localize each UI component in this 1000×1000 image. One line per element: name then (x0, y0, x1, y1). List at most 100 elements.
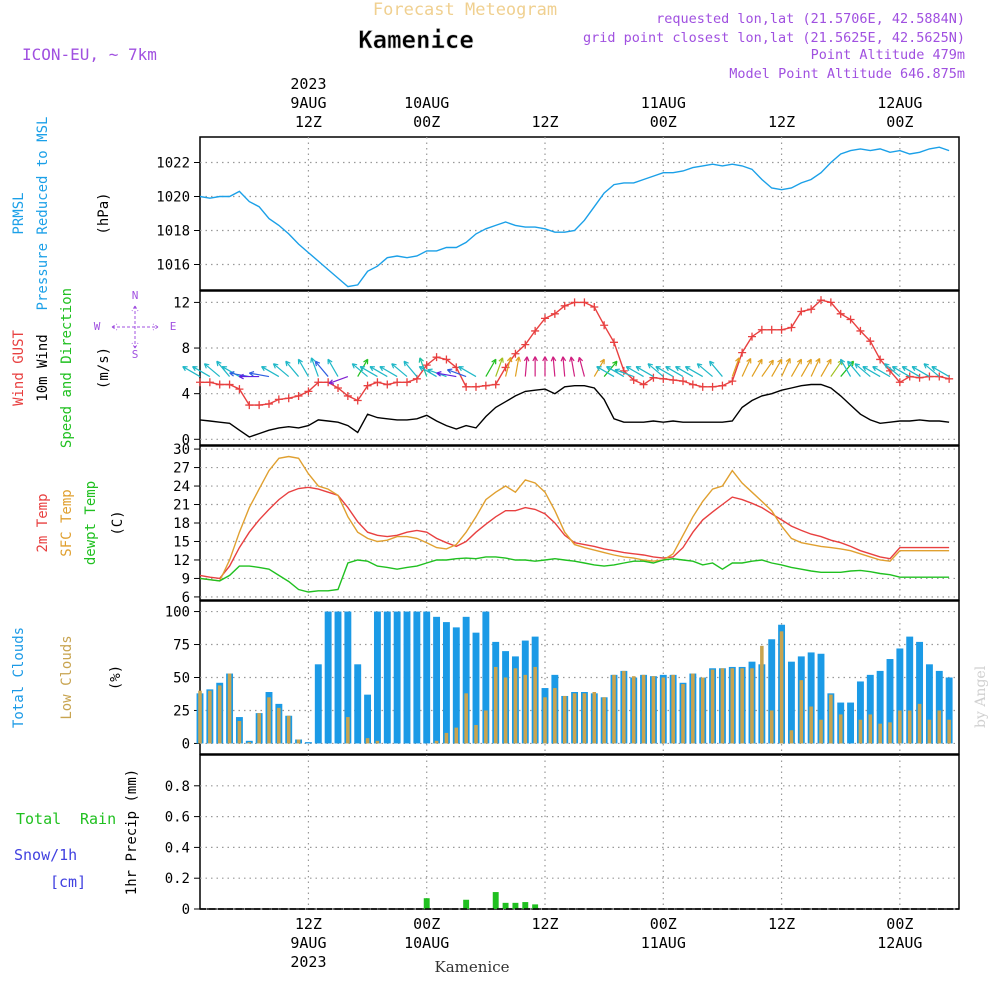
temperature-axis-label: SFC Temp (59, 489, 75, 556)
wind-axis-label: Speed and Direction (59, 288, 75, 448)
wind-direction-arrow (771, 358, 783, 377)
precip-panel: 0 0.2 0.4 0.6 0.8 1hr Precip (mm) Total RainSno… (14, 754, 960, 918)
wind-axis-label: Wind GUST (11, 330, 27, 406)
low-cloud-bar (661, 677, 666, 744)
low-cloud-bar (799, 680, 804, 744)
low-cloud-bar (247, 742, 252, 744)
wind-direction-arrow (328, 375, 349, 385)
gust-marker (688, 380, 697, 389)
footer-location: Kamenice (435, 958, 510, 976)
wind-direction-arrow (272, 363, 290, 378)
total-cloud-bar (896, 648, 904, 744)
wind-direction-arrow (418, 365, 437, 378)
gust-marker (511, 349, 520, 358)
series-2m-temp (199, 486, 950, 580)
gust-marker (196, 378, 204, 387)
total-cloud-bar (462, 616, 470, 744)
total-cloud-bar (433, 616, 441, 744)
wind-direction-arrow (606, 365, 625, 378)
gust-marker (610, 338, 618, 347)
gust-marker (245, 401, 254, 410)
wind-direction-arrow (696, 363, 713, 378)
total-cloud-bar (916, 641, 924, 744)
low-cloud-bar (365, 738, 370, 744)
total-cloud-bar (403, 611, 411, 744)
wind-direction-arrow (862, 365, 881, 378)
gust-marker (590, 302, 599, 311)
gust-marker (393, 378, 402, 387)
low-cloud-bar (444, 732, 449, 744)
low-cloud-bar (572, 693, 577, 744)
time-label-top: 11AUG (641, 94, 686, 112)
wind-direction-arrow (550, 356, 557, 377)
wind-direction-arrow (741, 357, 752, 377)
point-altitude: Point Altitude 479m (811, 47, 965, 63)
wind-direction-arrow (790, 358, 803, 377)
wind-ytick-label: 12 (173, 295, 190, 311)
pressure-axis-label: Pressure Reduced to MSL (35, 117, 51, 311)
low-cloud-bar (286, 715, 291, 744)
precip-ytick-label: 0.6 (165, 810, 190, 826)
total-cloud-bar (344, 611, 352, 744)
wind-ytick-label: 4 (182, 387, 190, 403)
wind-direction-arrow (560, 356, 567, 377)
low-cloud-bar (375, 740, 380, 744)
wind-direction-arrow (310, 357, 319, 377)
gust-marker (353, 396, 362, 405)
wind-direction-arrow (436, 371, 457, 378)
wind-direction-arrow (810, 357, 821, 377)
temperature-ytick-label: 27 (173, 461, 190, 477)
total-cloud-bar (935, 670, 943, 744)
gust-marker (265, 399, 273, 408)
wind-direction-arrow (901, 365, 920, 378)
wind-direction-arrow (495, 357, 504, 377)
gust-marker (915, 373, 924, 382)
gust-marker (669, 375, 678, 384)
low-cloud-bar (582, 693, 587, 744)
gust-marker (491, 380, 500, 389)
total-cloud-bar (324, 611, 332, 744)
low-cloud-bar (631, 676, 636, 744)
clouds-ytick-label: 25 (173, 703, 190, 719)
total-cloud-bar (334, 611, 342, 744)
temperature-ytick-label: 24 (173, 479, 190, 495)
low-cloud-bar (858, 719, 863, 744)
gust-marker (235, 385, 244, 394)
series-prmsl (199, 146, 950, 288)
wind-direction-arrow (391, 363, 408, 378)
total-cloud-bar (787, 661, 795, 744)
precip-legend-0: Total (16, 810, 61, 828)
time-label-top: 10AUG (404, 94, 449, 112)
product-title: Forecast Meteogram (373, 0, 557, 20)
time-label-bottom: 12Z (531, 915, 558, 933)
wind-direction-arrow (248, 371, 270, 378)
gust-marker (294, 391, 303, 400)
gust-marker (738, 348, 747, 357)
total-cloud-bar (304, 742, 312, 744)
gust-marker (383, 380, 392, 389)
temperature-ytick-label: 21 (173, 498, 190, 514)
gust-marker (728, 377, 737, 386)
gust-marker (757, 325, 766, 334)
gust-marker (846, 315, 855, 324)
gust-marker (334, 383, 342, 392)
gust-marker (777, 325, 786, 334)
gust-marker (225, 380, 234, 389)
rain-bar (492, 892, 499, 909)
rain-bar (532, 904, 539, 909)
gust-marker (284, 394, 293, 403)
low-cloud-bar (700, 677, 705, 744)
gust-marker (531, 326, 540, 335)
total-cloud-bar (768, 639, 776, 744)
wind-ytick-label: 0 (182, 432, 190, 448)
total-cloud-bar (807, 652, 815, 744)
total-cloud-bar (393, 611, 401, 744)
wind-direction-arrow (485, 358, 497, 377)
clouds-axis-label: Total Clouds (11, 627, 27, 728)
gust-marker (600, 321, 609, 330)
wind-direction-arrow (872, 365, 891, 378)
temperature-panel: 6 9 12 15 18 21 24 27 30 2m Temp SFC Temp dewpt Tem… (35, 442, 960, 606)
precip-ytick-label: 0.8 (165, 779, 190, 795)
low-cloud-bar (809, 706, 813, 744)
